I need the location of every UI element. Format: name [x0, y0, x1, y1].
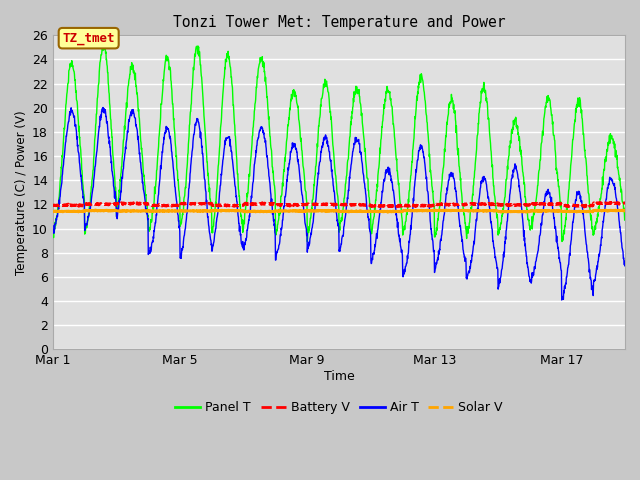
Battery V — [49, 202, 57, 207]
Y-axis label: Temperature (C) / Power (V): Temperature (C) / Power (V) — [15, 110, 28, 275]
Air T — [304, 246, 312, 252]
Solar V — [304, 208, 312, 214]
Solar V — [83, 208, 90, 214]
Air T — [99, 105, 107, 110]
Panel T — [49, 232, 57, 238]
Panel T — [99, 40, 106, 46]
Air T — [49, 230, 57, 236]
Panel T — [354, 87, 362, 93]
Solar V — [49, 209, 57, 215]
Line: Air T: Air T — [53, 108, 625, 300]
Battery V — [294, 203, 302, 208]
Text: TZ_tmet: TZ_tmet — [63, 32, 115, 45]
Line: Panel T: Panel T — [53, 43, 625, 241]
Battery V — [621, 201, 629, 206]
Battery V — [417, 203, 424, 208]
X-axis label: Time: Time — [324, 370, 355, 383]
Panel T — [303, 239, 311, 244]
Legend: Panel T, Battery V, Air T, Solar V: Panel T, Battery V, Air T, Solar V — [170, 396, 508, 420]
Panel T — [621, 214, 629, 219]
Battery V — [542, 201, 550, 207]
Line: Solar V: Solar V — [53, 210, 625, 212]
Air T — [295, 162, 303, 168]
Panel T — [83, 225, 90, 231]
Panel T — [543, 95, 550, 100]
Battery V — [580, 204, 588, 210]
Solar V — [294, 208, 302, 214]
Solar V — [442, 207, 450, 213]
Air T — [558, 297, 566, 303]
Solar V — [621, 208, 629, 214]
Battery V — [353, 202, 361, 208]
Panel T — [417, 71, 425, 77]
Panel T — [305, 227, 312, 233]
Air T — [543, 189, 550, 194]
Line: Battery V: Battery V — [53, 203, 625, 207]
Air T — [621, 263, 629, 269]
Air T — [83, 222, 90, 228]
Battery V — [304, 201, 312, 207]
Solar V — [384, 209, 392, 215]
Air T — [354, 139, 362, 144]
Battery V — [607, 200, 614, 205]
Solar V — [353, 209, 361, 215]
Panel T — [295, 117, 303, 122]
Solar V — [417, 208, 425, 214]
Air T — [417, 144, 425, 150]
Battery V — [83, 201, 90, 207]
Title: Tonzi Tower Met: Temperature and Power: Tonzi Tower Met: Temperature and Power — [173, 15, 505, 30]
Solar V — [543, 208, 550, 214]
